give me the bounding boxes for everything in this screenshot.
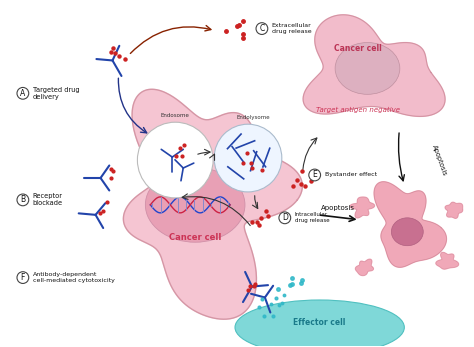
Polygon shape	[445, 202, 463, 218]
Polygon shape	[374, 182, 447, 267]
Ellipse shape	[146, 168, 245, 242]
Text: F: F	[21, 273, 25, 282]
Text: Antibody-dependent
cell-mediated cytotoxicity: Antibody-dependent cell-mediated cytotox…	[33, 272, 115, 283]
Text: B: B	[20, 195, 26, 204]
Text: Targeted drug
delivery: Targeted drug delivery	[33, 87, 80, 100]
Text: C: C	[259, 24, 264, 33]
Text: Cancer cell: Cancer cell	[169, 233, 221, 242]
Text: Intracellular
drug release: Intracellular drug release	[295, 212, 329, 223]
Text: Effector cell: Effector cell	[293, 318, 346, 327]
Text: Apoptosis: Apoptosis	[320, 205, 355, 211]
Ellipse shape	[392, 218, 423, 246]
Text: Apoptosis: Apoptosis	[431, 144, 447, 177]
Polygon shape	[356, 259, 374, 276]
Text: E: E	[312, 170, 317, 179]
Circle shape	[137, 122, 213, 198]
Polygon shape	[350, 197, 374, 218]
Polygon shape	[303, 15, 445, 116]
Text: Extracellular
drug release: Extracellular drug release	[272, 23, 311, 34]
Text: Endolysome: Endolysome	[236, 115, 270, 120]
Polygon shape	[123, 89, 302, 319]
Circle shape	[214, 124, 282, 192]
Text: Endosome: Endosome	[161, 113, 190, 118]
Text: A: A	[20, 89, 26, 98]
Text: Cancer cell: Cancer cell	[334, 44, 382, 53]
Ellipse shape	[235, 300, 404, 347]
Text: D: D	[282, 213, 288, 222]
Text: Receptor
blockade: Receptor blockade	[33, 193, 63, 206]
Polygon shape	[436, 253, 458, 269]
Text: Target antigen negative: Target antigen negative	[316, 107, 400, 113]
Text: Bystander effect: Bystander effect	[325, 172, 377, 178]
Ellipse shape	[335, 43, 400, 94]
